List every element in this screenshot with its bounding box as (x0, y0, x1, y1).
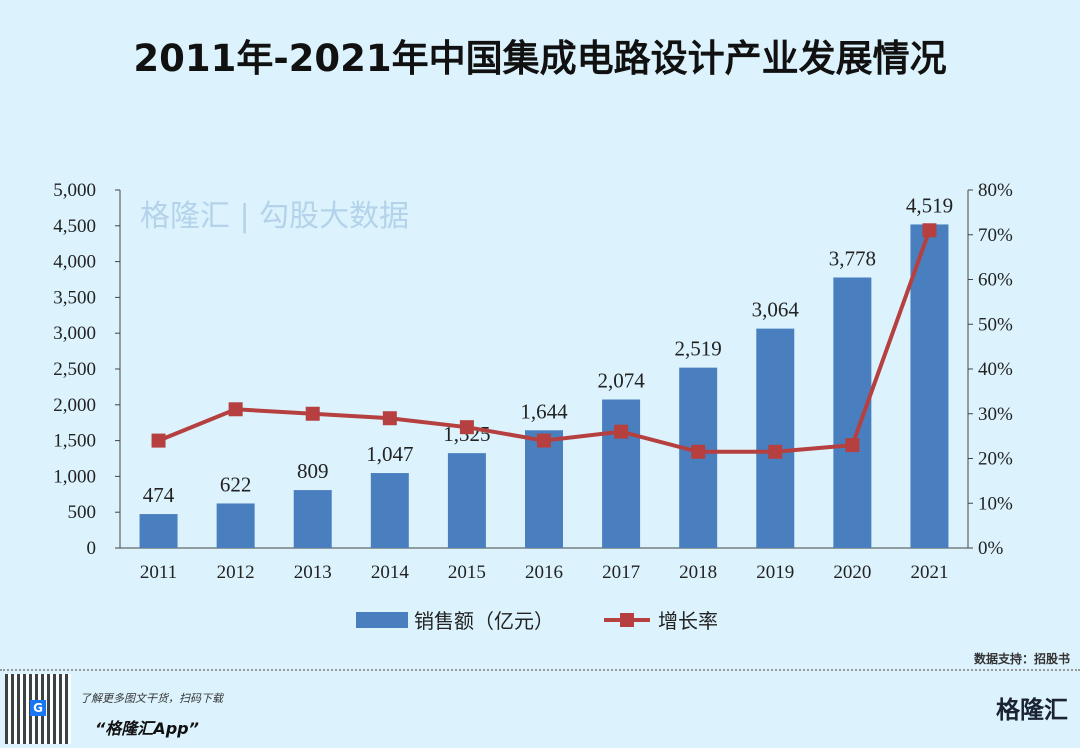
y-tick-label: 2,000 (53, 395, 96, 416)
growth-marker (537, 433, 551, 448)
y-tick-label: 3,000 (53, 323, 96, 344)
data-label: 3,064 (752, 298, 800, 322)
bar (756, 328, 795, 548)
x-tick-label: 2018 (679, 562, 717, 583)
x-tick-label: 2016 (525, 562, 563, 583)
bar (602, 399, 641, 548)
promo-text: 了解更多图文干货，扫码下载 (80, 692, 223, 705)
qr-logo-icon: G (30, 700, 46, 716)
data-label: 3,778 (829, 246, 876, 270)
watermark: 格隆汇 | 勾股大数据 (140, 199, 410, 234)
x-tick-label: 2015 (448, 562, 486, 583)
y2-tick-label: 0% (978, 538, 1004, 559)
bar (139, 514, 178, 548)
y-tick-label: 4,000 (53, 252, 96, 273)
divider (0, 669, 1080, 671)
growth-marker (691, 444, 706, 459)
growth-marker (305, 406, 320, 421)
y2-tick-label: 10% (978, 493, 1013, 514)
legend-bar-swatch (356, 612, 408, 628)
x-tick-label: 2019 (756, 562, 794, 583)
data-label: 809 (297, 459, 329, 483)
y-tick-label: 4,500 (53, 216, 96, 237)
x-tick-label: 2021 (910, 562, 948, 583)
x-tick-label: 2014 (371, 562, 410, 583)
y-tick-label: 5,000 (53, 180, 96, 201)
y2-tick-label: 60% (978, 270, 1013, 291)
growth-marker (151, 433, 166, 448)
y-tick-label: 500 (68, 502, 97, 523)
y-tick-label: 0 (87, 538, 97, 559)
data-label: 4,519 (906, 193, 953, 217)
data-label: 1,047 (366, 442, 413, 466)
y2-tick-label: 30% (978, 404, 1013, 425)
data-label: 2,519 (675, 337, 722, 361)
bar (216, 503, 255, 548)
growth-marker (614, 424, 629, 439)
y-tick-label: 2,500 (53, 359, 96, 380)
x-tick-label: 2013 (294, 562, 332, 583)
legend-line-marker (620, 613, 634, 627)
growth-marker (459, 420, 474, 435)
data-label: 474 (143, 483, 175, 507)
growth-marker (382, 411, 397, 426)
y-tick-label: 3,500 (53, 287, 96, 308)
growth-marker (845, 438, 860, 453)
data-label: 1,644 (520, 399, 568, 423)
y-tick-label: 1,500 (53, 431, 96, 452)
growth-marker (228, 402, 243, 417)
y2-tick-label: 20% (978, 449, 1013, 470)
bar (370, 473, 409, 548)
growth-marker (768, 444, 783, 459)
x-tick-label: 2011 (140, 562, 177, 583)
brand-logo: 格隆汇 (996, 696, 1068, 724)
y2-tick-label: 40% (978, 359, 1013, 380)
x-tick-label: 2020 (833, 562, 871, 583)
data-label: 2,074 (597, 369, 645, 393)
x-tick-label: 2012 (217, 562, 255, 583)
bar (525, 430, 563, 548)
y2-tick-label: 70% (978, 225, 1013, 246)
y2-tick-label: 50% (978, 314, 1013, 335)
y2-tick-label: 80% (978, 180, 1013, 201)
bar (293, 490, 332, 548)
data-label: 622 (220, 472, 252, 496)
app-name: “格隆汇App” (95, 719, 199, 738)
chart-title: 2011年-2021年中国集成电路设计产业发展情况 (133, 37, 947, 80)
data-source: 数据支持：招股书 (973, 652, 1070, 666)
chart: 0 500 1,000 1,500 2,000 2,500 3,000 3,500 4,000 4… (53, 180, 1013, 633)
legend-bar-label: 销售额（亿元） (414, 609, 554, 633)
bar (447, 453, 486, 548)
legend-line-label: 增长率 (658, 609, 718, 633)
growth-marker (922, 223, 937, 238)
bar (910, 224, 949, 548)
x-tick-label: 2017 (602, 562, 640, 583)
y-tick-label: 1,000 (53, 466, 96, 487)
